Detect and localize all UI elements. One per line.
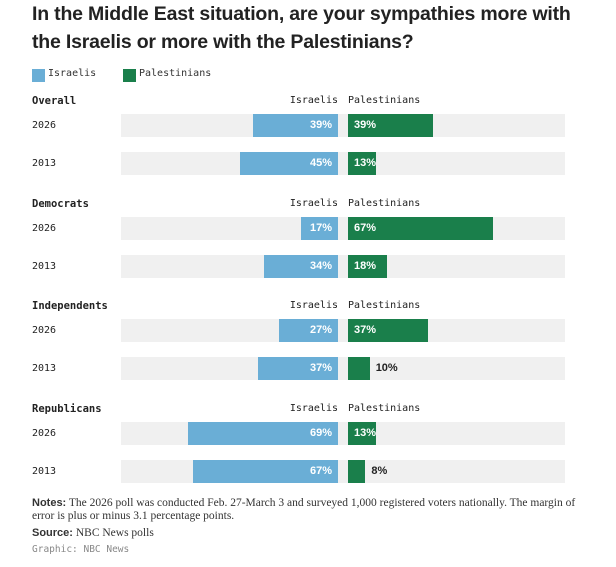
- value-label-palestinians: 18%: [354, 260, 377, 272]
- value-label-palestinians: 10%: [375, 362, 398, 374]
- value-label-israelis: 17%: [309, 222, 332, 234]
- bar-track: 17% 67%: [121, 217, 565, 240]
- group-label-independents: Independents: [32, 300, 108, 312]
- value-label-israelis: 39%: [309, 119, 332, 131]
- bar-track: 27% 37%: [121, 319, 565, 342]
- group-label-overall: Overall: [32, 95, 77, 107]
- value-label-palestinians: 13%: [354, 157, 377, 169]
- row-year-label: 2026: [32, 325, 57, 336]
- chart-notes: Notes: The 2026 poll was conducted Feb. …: [32, 497, 592, 523]
- value-label-israelis: 34%: [309, 260, 332, 272]
- source-label: Source:: [32, 527, 73, 539]
- legend-label-palestinians: Palestinians: [139, 68, 212, 79]
- row-year-label: 2013: [32, 466, 57, 477]
- bar-israelis-overall-2026: [253, 114, 338, 137]
- bar-israelis-independents-2026: [279, 319, 338, 342]
- value-label-israelis: 67%: [309, 465, 332, 477]
- value-label-palestinians: 13%: [354, 427, 377, 439]
- bar-track: 34% 18%: [121, 255, 565, 278]
- bar-palestinians-democrats-2013: [348, 255, 388, 278]
- bar-palestinians-independents-2013: [348, 357, 370, 380]
- value-label-palestinians: 37%: [354, 324, 377, 336]
- value-label-israelis: 69%: [309, 427, 332, 439]
- notes-text: The 2026 poll was conducted Feb. 27-Marc…: [32, 497, 576, 522]
- bar-israelis-overall-2013: [240, 152, 338, 175]
- value-label-israelis: 27%: [309, 324, 332, 336]
- value-label-palestinians: 67%: [354, 222, 377, 234]
- bar-israelis-republicans-2013: [192, 460, 338, 483]
- column-header-palestinians: Palestinians: [348, 403, 421, 414]
- value-label-israelis: 37%: [309, 362, 332, 374]
- bar-palestinians-democrats-2026: [348, 217, 494, 240]
- legend-swatch-palestinians: [123, 69, 136, 82]
- column-header-israelis: Israelis: [289, 403, 338, 414]
- column-header-palestinians: Palestinians: [348, 300, 421, 311]
- notes-label: Notes:: [32, 497, 67, 509]
- value-label-israelis: 45%: [309, 157, 332, 169]
- value-label-palestinians: 39%: [354, 119, 377, 131]
- source-text: NBC News polls: [75, 527, 154, 539]
- row-year-label: 2013: [32, 363, 57, 374]
- bar-israelis-democrats-2013: [264, 255, 338, 278]
- bar-israelis-democrats-2026: [301, 217, 338, 240]
- bar-palestinians-overall-2026: [348, 114, 433, 137]
- bar-track: 37% 10%: [121, 357, 565, 380]
- graphic-credit: Graphic: NBC News: [32, 544, 130, 555]
- legend-label-israelis: Israelis: [48, 68, 97, 79]
- bar-track: 69% 13%: [121, 422, 565, 445]
- column-header-palestinians: Palestinians: [348, 95, 421, 106]
- bar-israelis-republicans-2026: [188, 422, 338, 445]
- row-year-label: 2013: [32, 158, 57, 169]
- row-year-label: 2026: [32, 428, 57, 439]
- value-label-palestinians: 8%: [371, 465, 388, 477]
- row-year-label: 2013: [32, 261, 57, 272]
- column-header-israelis: Israelis: [289, 198, 338, 209]
- column-header-israelis: Israelis: [289, 300, 338, 311]
- bar-track: 39% 39%: [121, 114, 565, 137]
- bar-palestinians-independents-2026: [348, 319, 429, 342]
- chart-title: In the Middle East situation, are your s…: [32, 3, 571, 53]
- bar-palestinians-republicans-2013: [348, 460, 366, 483]
- bar-palestinians-republicans-2026: [348, 422, 377, 445]
- row-year-label: 2026: [32, 223, 57, 234]
- group-label-republicans: Republicans: [32, 403, 102, 415]
- bar-palestinians-overall-2013: [348, 152, 377, 175]
- bar-israelis-independents-2013: [257, 357, 338, 380]
- column-header-israelis: Israelis: [289, 95, 338, 106]
- group-label-democrats: Democrats: [32, 198, 89, 210]
- bar-track: 67% 8%: [121, 460, 565, 483]
- row-year-label: 2026: [32, 120, 57, 131]
- column-header-palestinians: Palestinians: [348, 198, 421, 209]
- legend-swatch-israelis: [32, 69, 45, 82]
- bar-track: 45% 13%: [121, 152, 565, 175]
- chart-source: Source: NBC News polls: [32, 527, 154, 539]
